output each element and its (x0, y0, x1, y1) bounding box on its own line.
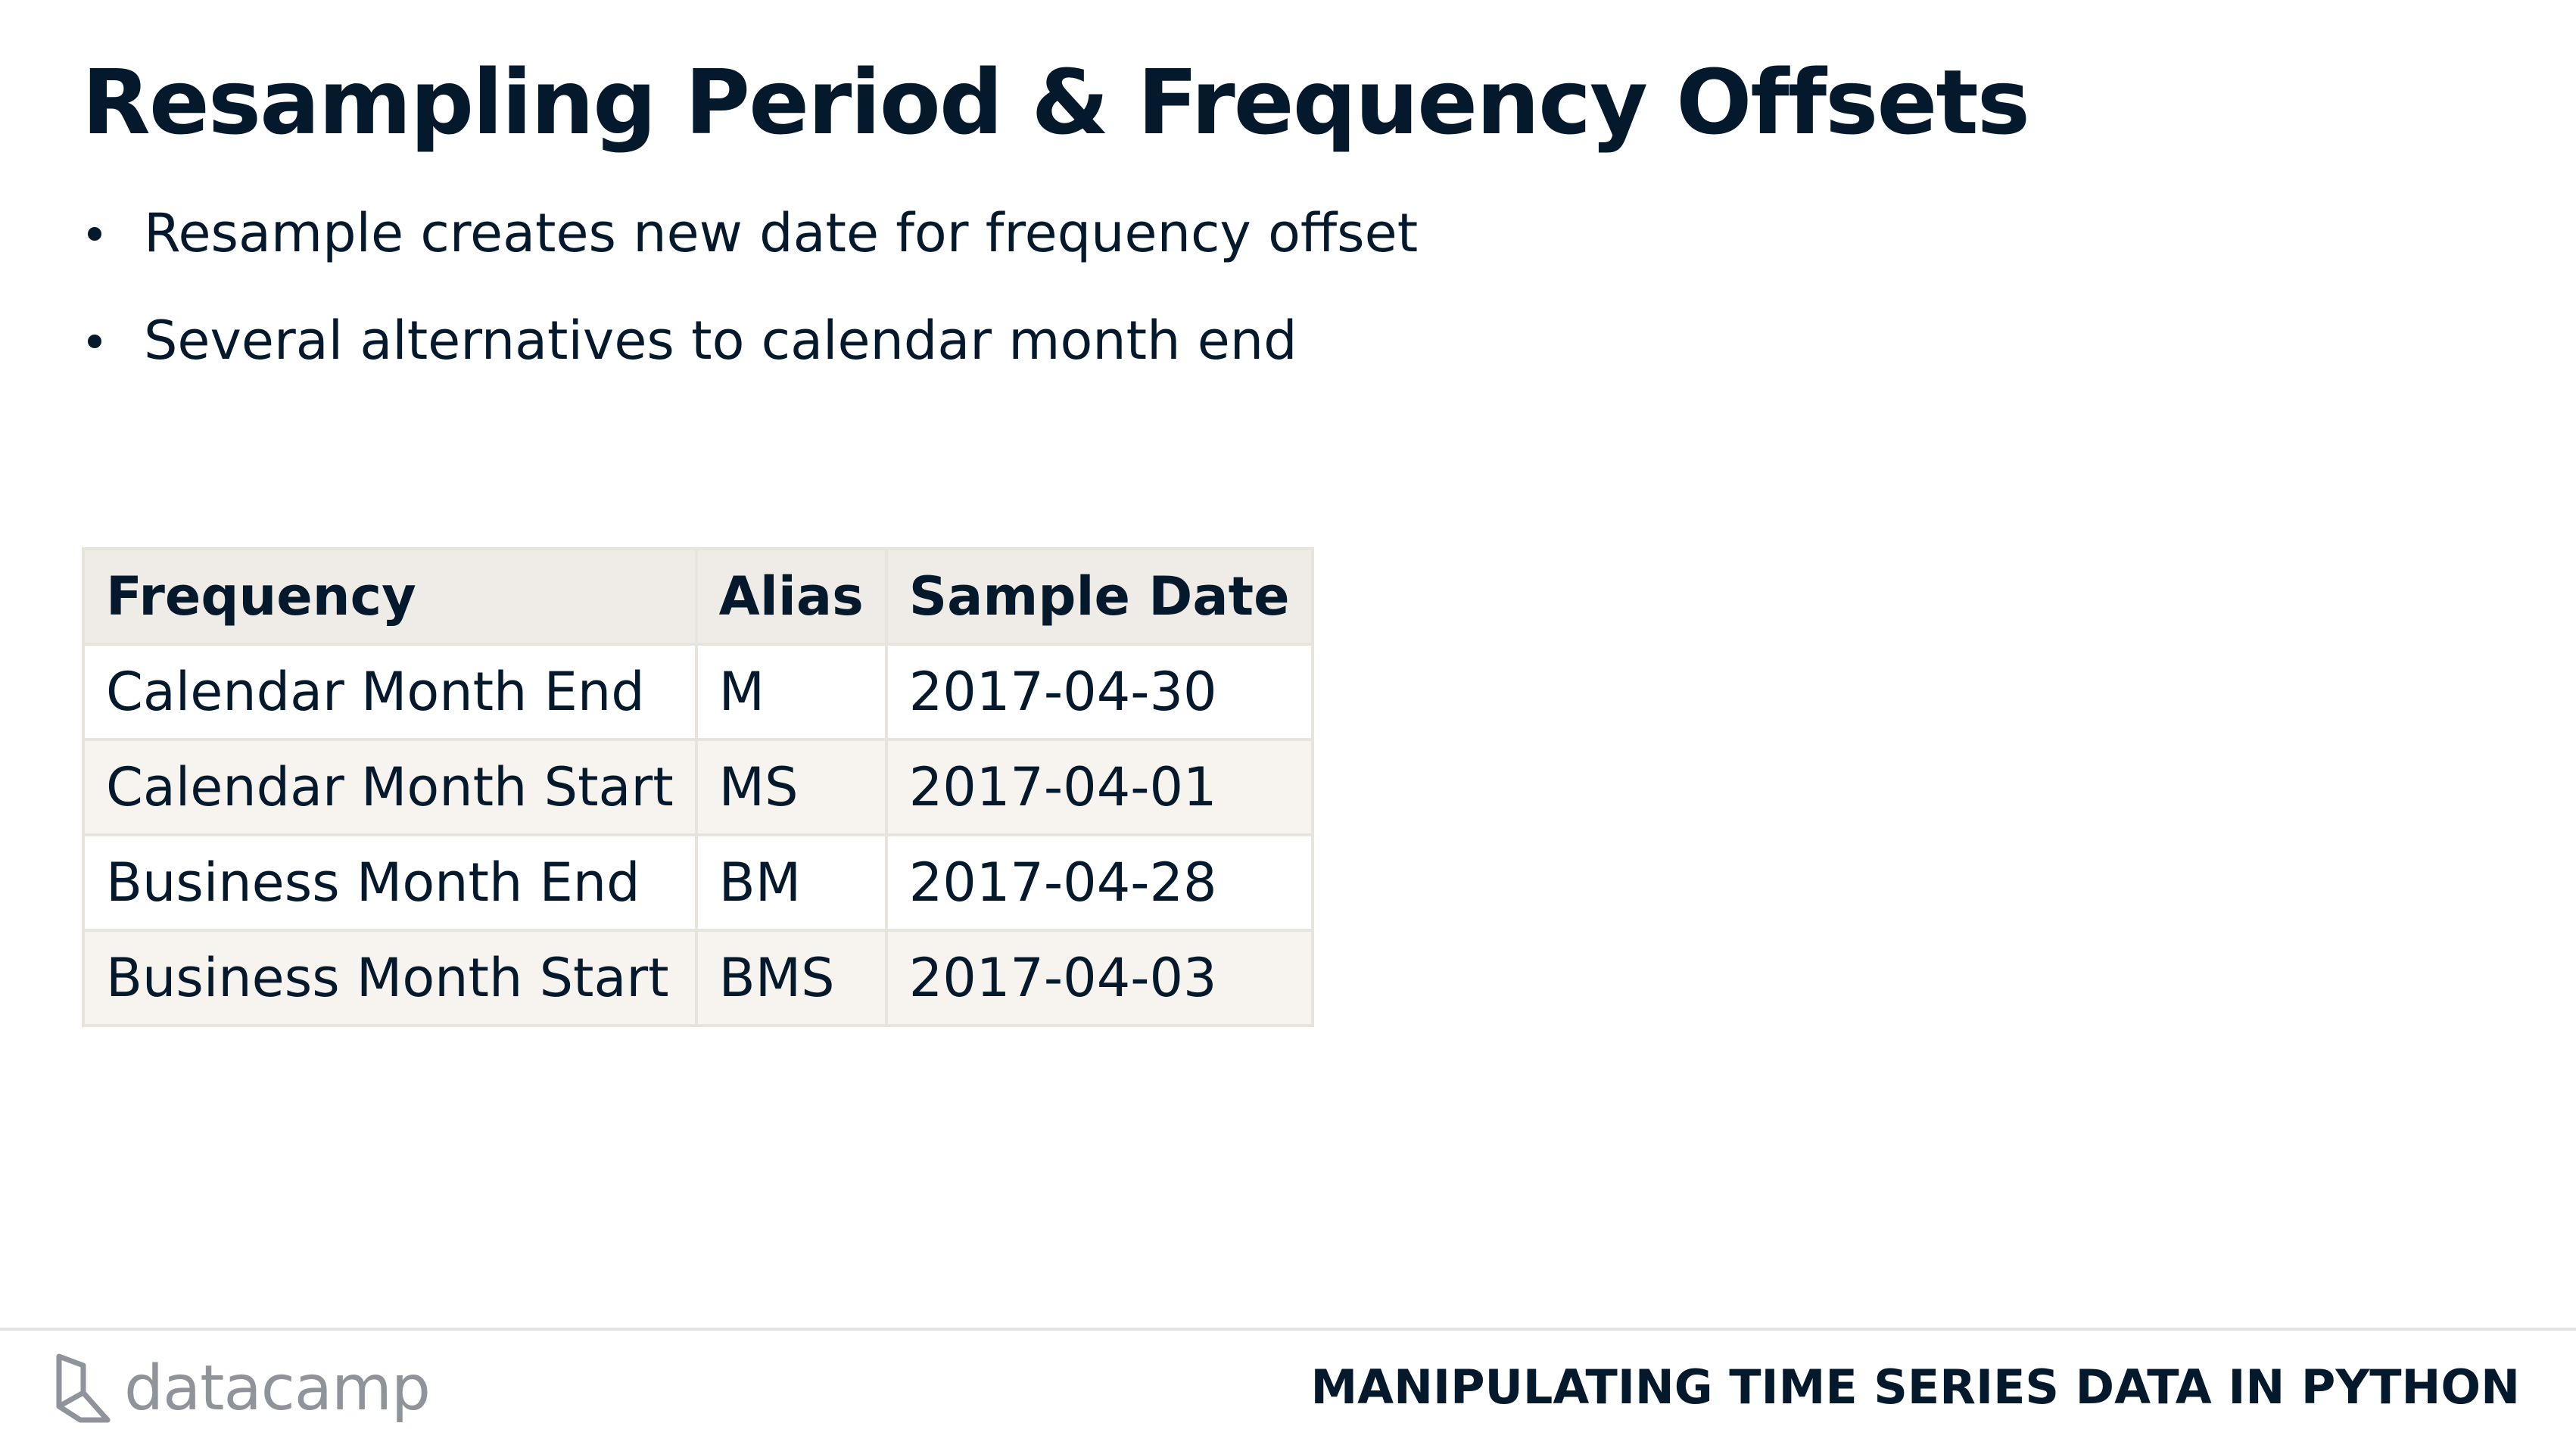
cell-frequency: Business Month End (82, 833, 698, 932)
datacamp-logo: datacamp (53, 1350, 431, 1426)
cell-sample-date: 2017-04-01 (884, 738, 1314, 836)
frequency-table: Frequency Alias Sample Date Calendar Mon… (82, 547, 1314, 1027)
cell-alias: M (694, 643, 888, 741)
cell-alias: BM (694, 833, 888, 932)
footer-divider (0, 1328, 2576, 1331)
slide-title: Resampling Period & Frequency Offsets (82, 50, 2030, 154)
table-header-row: Frequency Alias Sample Date (82, 547, 1314, 646)
bullet-item: Several alternatives to calendar month e… (82, 303, 1418, 378)
table-row: Business Month Start BMS 2017-04-03 (82, 929, 1314, 1027)
bullet-item: Resample creates new date for frequency … (82, 195, 1418, 271)
cell-frequency: Calendar Month End (82, 643, 698, 741)
logo-wordmark: datacamp (124, 1352, 431, 1425)
datacamp-logo-icon (53, 1350, 111, 1426)
cell-alias: MS (694, 738, 888, 836)
cell-frequency: Business Month Start (82, 929, 698, 1027)
bullet-list: Resample creates new date for frequency … (82, 195, 1418, 410)
cell-alias: BMS (694, 929, 888, 1027)
cell-sample-date: 2017-04-30 (884, 643, 1314, 741)
course-title: MANIPULATING TIME SERIES DATA IN PYTHON (1310, 1359, 2520, 1415)
column-header-frequency: Frequency (82, 547, 698, 646)
table-row: Calendar Month Start MS 2017-04-01 (82, 738, 1314, 836)
cell-sample-date: 2017-04-28 (884, 833, 1314, 932)
column-header-alias: Alias (694, 547, 888, 646)
bullet-dot-icon (88, 335, 101, 348)
table-row: Business Month End BM 2017-04-28 (82, 833, 1314, 932)
cell-frequency: Calendar Month Start (82, 738, 698, 836)
bullet-dot-icon (88, 227, 101, 241)
bullet-text: Several alternatives to calendar month e… (144, 310, 1297, 372)
bullet-text: Resample creates new date for frequency … (144, 202, 1419, 264)
cell-sample-date: 2017-04-03 (884, 929, 1314, 1027)
column-header-sample-date: Sample Date (884, 547, 1314, 646)
table-row: Calendar Month End M 2017-04-30 (82, 643, 1314, 741)
